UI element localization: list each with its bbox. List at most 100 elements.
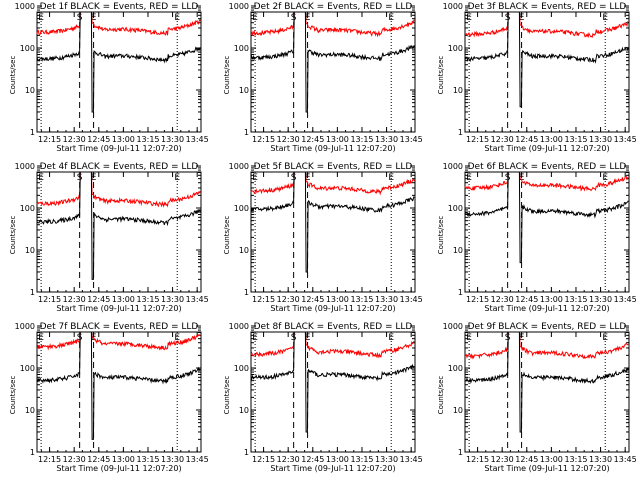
- panel-4: Det 4f BLACK = Events, RED = LLD 1 10 100 10…: [9, 162, 209, 313]
- x-axis-label: Start Time (09-Jul-11 12:07:20): [56, 464, 181, 473]
- series-events-line: [36, 11, 201, 113]
- y-axis-label: Counts/sec: [437, 376, 445, 415]
- y-tick-label: 1: [244, 288, 249, 297]
- x-tick-label: 12:30: [491, 455, 514, 464]
- y-axis-label: Counts/sec: [223, 376, 231, 415]
- x-tick-label: 13:15: [350, 135, 373, 144]
- marker-label-E: E: [602, 13, 608, 23]
- marker-label-E: E: [519, 333, 525, 343]
- panel-title: Det 9f BLACK = Events, RED = LLD: [468, 322, 627, 332]
- x-tick-label: 13:30: [375, 135, 398, 144]
- marker-label-E: E: [91, 173, 97, 183]
- series-events-line: [36, 171, 201, 280]
- x-tick-label: 13:45: [186, 295, 209, 304]
- x-tick-label: 12:45: [515, 135, 538, 144]
- x-tick-label: 12:30: [277, 135, 300, 144]
- series-events-line: [250, 171, 415, 273]
- marker-label-E: E: [305, 333, 311, 343]
- x-tick-label: 13:30: [375, 455, 398, 464]
- y-tick-label: 1: [458, 288, 463, 297]
- x-tick-label: 12:30: [63, 455, 86, 464]
- x-tick-label: 12:15: [38, 135, 61, 144]
- y-tick-label: 100: [234, 204, 249, 213]
- marker-label-E: E: [38, 13, 44, 23]
- panel-7: Det 7f BLACK = Events, RED = LLD 1 10 100 10…: [9, 322, 209, 473]
- y-tick-label: 1000: [229, 322, 249, 331]
- x-tick-label: 12:30: [277, 455, 300, 464]
- y-tick-label: 1: [244, 448, 249, 457]
- series-lld-line: [464, 331, 629, 360]
- x-tick-label: 12:45: [515, 295, 538, 304]
- y-tick-label: 1000: [15, 162, 35, 171]
- x-tick-label: 12:45: [301, 295, 324, 304]
- y-tick-label: 100: [20, 204, 35, 213]
- y-tick-label: 1: [30, 288, 35, 297]
- marker-label-E: E: [305, 13, 311, 23]
- y-axis-label: Counts/sec: [9, 56, 17, 95]
- panel-title: Det 3f BLACK = Events, RED = LLD: [468, 2, 627, 12]
- x-tick-label: 13:00: [540, 295, 563, 304]
- x-tick-label: 13:45: [614, 455, 637, 464]
- series-lld-line: [36, 171, 201, 208]
- y-tick-label: 1000: [15, 2, 35, 11]
- marker-label-E: E: [38, 173, 44, 183]
- x-tick-label: 12:15: [252, 135, 275, 144]
- x-tick-label: 13:15: [564, 295, 587, 304]
- marker-label-E: E: [252, 333, 258, 343]
- x-tick-label: 13:00: [112, 135, 135, 144]
- plot-frame: [36, 331, 202, 453]
- y-axis-label: Counts/sec: [223, 216, 231, 255]
- x-tick-label: 13:15: [350, 295, 373, 304]
- y-tick-label: 100: [234, 364, 249, 373]
- y-tick-label: 10: [239, 86, 249, 95]
- y-tick-label: 1000: [229, 2, 249, 11]
- x-tick-label: 13:15: [136, 135, 159, 144]
- x-tick-label: 12:45: [301, 135, 324, 144]
- y-tick-label: 1: [458, 128, 463, 137]
- panel-5: Det 5f BLACK = Events, RED = LLD 1 10 100 10…: [223, 162, 423, 313]
- x-tick-label: 13:00: [326, 455, 349, 464]
- series-lld-line: [250, 171, 415, 196]
- series-lld-line: [250, 331, 415, 359]
- marker-label-E: E: [466, 13, 472, 23]
- x-tick-label: 13:30: [161, 135, 184, 144]
- x-tick-label: 12:15: [38, 295, 61, 304]
- y-axis-label: Counts/sec: [9, 376, 17, 415]
- y-tick-label: 100: [448, 44, 463, 53]
- panel-9: Det 9f BLACK = Events, RED = LLD 1 10 100 10…: [437, 322, 637, 473]
- y-tick-label: 100: [20, 364, 35, 373]
- marker-label-E: E: [466, 333, 472, 343]
- y-axis-label: Counts/sec: [437, 56, 445, 95]
- x-tick-label: 12:30: [491, 135, 514, 144]
- y-tick-label: 100: [448, 204, 463, 213]
- marker-label-E: E: [602, 333, 608, 343]
- y-tick-label: 10: [25, 86, 35, 95]
- panels: Det 1f BLACK = Events, RED = LLD 1 10 100 10…: [9, 2, 637, 473]
- marker-label-E: E: [305, 173, 311, 183]
- y-axis-label: Counts/sec: [9, 216, 17, 255]
- x-axis-label: Start Time (09-Jul-11 12:07:20): [484, 144, 609, 153]
- x-tick-label: 12:45: [87, 455, 110, 464]
- marker-label-E: E: [602, 173, 608, 183]
- series-events-line: [250, 11, 415, 113]
- y-tick-label: 10: [453, 86, 463, 95]
- x-tick-label: 12:45: [515, 455, 538, 464]
- marker-label-E: E: [388, 173, 394, 183]
- marker-label-E: E: [252, 13, 258, 23]
- plot-frame: [464, 171, 630, 293]
- x-tick-label: 13:15: [564, 455, 587, 464]
- y-tick-label: 100: [20, 44, 35, 53]
- series-events-line: [464, 171, 629, 264]
- marker-label-E: E: [466, 173, 472, 183]
- plot-frame: [36, 11, 202, 133]
- series-lld-line: [250, 11, 415, 38]
- series-events-line: [464, 331, 629, 433]
- panel-title: Det 5f BLACK = Events, RED = LLD: [254, 162, 413, 172]
- marker-label-E: E: [519, 173, 525, 183]
- x-tick-label: 13:45: [614, 135, 637, 144]
- x-tick-label: 13:00: [326, 135, 349, 144]
- x-tick-label: 13:00: [540, 135, 563, 144]
- y-tick-label: 1: [30, 448, 35, 457]
- x-tick-label: 12:45: [87, 135, 110, 144]
